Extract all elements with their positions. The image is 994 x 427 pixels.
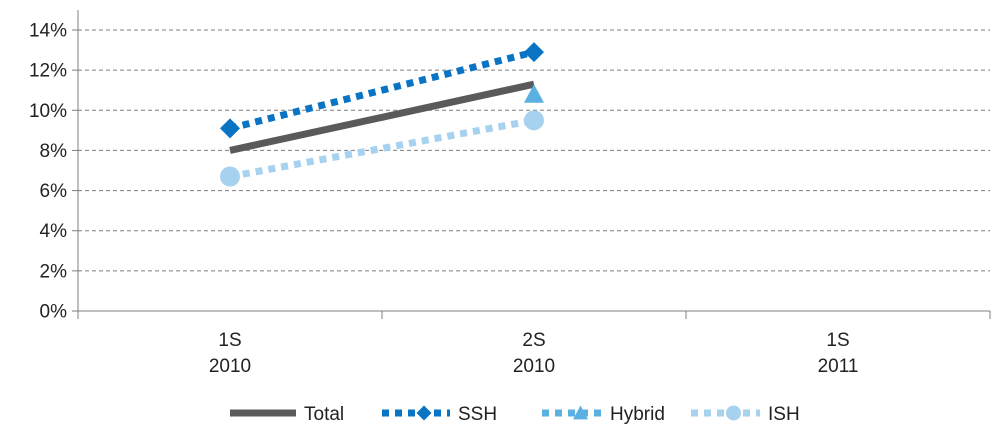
- x-axis-ticks: 1S 2010 2S 2010 1S 2011: [209, 330, 859, 377]
- data-point-ish: [524, 110, 544, 131]
- data-point-ssh: [220, 118, 240, 139]
- y-tick-label: 0%: [40, 302, 68, 323]
- legend-item-hybrid: Hybrid: [542, 404, 665, 425]
- y-tick-label: 6%: [40, 181, 68, 202]
- y-tick-label: 8%: [40, 141, 68, 162]
- data-point-ish: [220, 166, 240, 187]
- series-line-ish: [229, 116, 535, 180]
- x-tick-label: 2S 2010: [513, 330, 555, 377]
- legend-label: SSH: [458, 404, 497, 425]
- x-tick-label: 1S 2011: [818, 330, 859, 377]
- legend-marker: [573, 405, 588, 420]
- series-group: [220, 42, 544, 187]
- series-line-total: [229, 80, 535, 154]
- y-tick-label: 10%: [29, 101, 67, 122]
- y-tick-label: 12%: [29, 61, 67, 82]
- data-point-ssh: [524, 42, 544, 63]
- axes: [72, 10, 991, 319]
- data-point-hybrid: [524, 84, 544, 103]
- y-tick-label: 2%: [40, 261, 68, 282]
- legend-marker: [416, 405, 432, 421]
- y-tick-label: 4%: [40, 221, 68, 242]
- legend-marker: [726, 405, 741, 421]
- legend-label: ISH: [768, 404, 800, 425]
- y-tick-label: 14%: [29, 21, 67, 42]
- legend-item-ish: ISH: [691, 404, 800, 425]
- gridlines: [78, 29, 990, 272]
- legend-item-ssh: SSH: [382, 404, 497, 425]
- legend-label: Hybrid: [610, 404, 665, 425]
- legend-label: Total: [304, 404, 344, 425]
- series-line-ssh: [229, 48, 535, 132]
- y-axis-ticks: 0% 2% 4% 6% 8% 10% 12% 14%: [29, 21, 67, 323]
- x-tick-label: 1S 2010: [209, 330, 251, 377]
- legend-item-total: Total: [230, 404, 344, 425]
- legend: Total SSH Hybrid ISH: [230, 404, 800, 425]
